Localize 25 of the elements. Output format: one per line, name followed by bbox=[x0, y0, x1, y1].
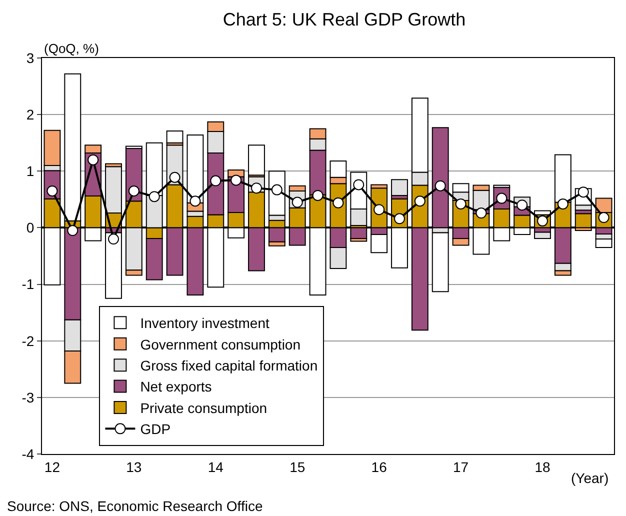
chart-title: Chart 5: UK Real GDP Growth bbox=[222, 10, 466, 30]
y-tick-label: 1 bbox=[26, 163, 34, 180]
legend-label: Government consumption bbox=[140, 336, 301, 352]
y-axis-title: (QoQ, %) bbox=[44, 41, 99, 56]
y-tick-label: 2 bbox=[26, 106, 34, 122]
x-tick-label: 15 bbox=[290, 458, 306, 475]
x-tick-label: 17 bbox=[453, 458, 469, 475]
legend-label: Inventory investment bbox=[140, 315, 270, 332]
y-tick-label: -3 bbox=[22, 389, 34, 406]
x-tick-label: 18 bbox=[534, 458, 550, 475]
legend-label: Net exports bbox=[140, 378, 212, 395]
x-tick-label: 13 bbox=[126, 458, 142, 475]
legend-label: Gross fixed capital formation bbox=[140, 358, 318, 374]
y-tick-label: -1 bbox=[22, 276, 34, 292]
x-tick-label: 12 bbox=[44, 458, 60, 475]
y-tick-label: -2 bbox=[22, 332, 34, 349]
x-axis-title: (Year) bbox=[571, 470, 609, 486]
y-tick-label: 3 bbox=[26, 50, 34, 66]
y-tick-label: -4 bbox=[22, 446, 34, 462]
legend-label: GDP bbox=[140, 421, 171, 438]
source-note: Source: ONS, Economic Research Office bbox=[7, 498, 263, 514]
x-tick-label: 16 bbox=[371, 458, 388, 475]
x-tick-label: 14 bbox=[208, 458, 224, 475]
y-tick-label: 0 bbox=[26, 220, 34, 236]
legend-label: Private consumption bbox=[140, 400, 268, 416]
